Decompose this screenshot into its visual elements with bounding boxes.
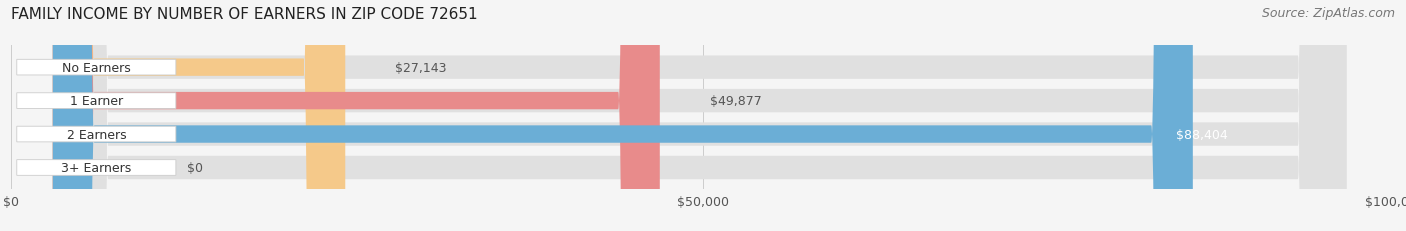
FancyBboxPatch shape [59,0,1347,231]
FancyBboxPatch shape [59,0,1347,231]
Text: 2 Earners: 2 Earners [66,128,127,141]
Text: 1 Earner: 1 Earner [70,95,122,108]
FancyBboxPatch shape [17,93,176,109]
Text: No Earners: No Earners [62,61,131,74]
Text: $88,404: $88,404 [1175,128,1227,141]
FancyBboxPatch shape [53,0,1192,231]
Text: 3+ Earners: 3+ Earners [62,161,131,174]
FancyBboxPatch shape [17,60,176,76]
FancyBboxPatch shape [17,127,176,142]
Text: $0: $0 [187,161,202,174]
Text: $27,143: $27,143 [395,61,447,74]
FancyBboxPatch shape [59,0,1347,231]
Text: $49,877: $49,877 [710,95,762,108]
FancyBboxPatch shape [17,160,176,176]
FancyBboxPatch shape [59,0,1347,231]
Text: Source: ZipAtlas.com: Source: ZipAtlas.com [1261,7,1395,20]
FancyBboxPatch shape [53,0,659,231]
FancyBboxPatch shape [53,0,346,231]
Text: FAMILY INCOME BY NUMBER OF EARNERS IN ZIP CODE 72651: FAMILY INCOME BY NUMBER OF EARNERS IN ZI… [11,7,478,22]
